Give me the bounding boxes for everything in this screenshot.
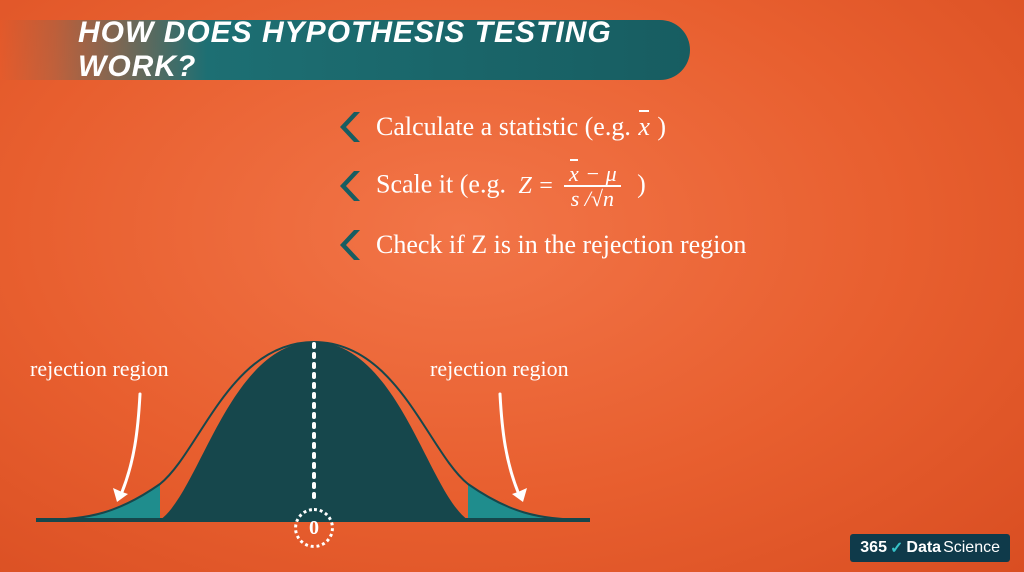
- title-pill: HOW DOES HYPOTHESIS TESTING WORK?: [0, 20, 690, 80]
- bullet-2-text: Scale it (e.g. Z = x − μ s /√n ): [376, 162, 646, 210]
- formula-numerator: x − μ: [564, 162, 621, 185]
- left-tail: [40, 484, 160, 520]
- chevron-icon: [340, 228, 362, 262]
- brand-tick-icon: ✓: [890, 538, 903, 558]
- bell-curve-svg: [30, 302, 590, 542]
- arrow-right-head: [512, 488, 527, 502]
- formula-denominator: s /√n: [567, 187, 618, 210]
- bell-curve-diagram: rejection region rejection region 0: [30, 302, 590, 542]
- bullet-2-post: ): [637, 170, 646, 199]
- arrow-left: [122, 394, 140, 492]
- arrow-left-head: [113, 488, 128, 502]
- xbar-symbol: x: [637, 112, 651, 141]
- arrow-right: [500, 394, 518, 492]
- right-tail: [468, 484, 588, 520]
- chevron-icon: [340, 110, 362, 144]
- brand-word2: Science: [943, 539, 1000, 557]
- bullet-2: Scale it (e.g. Z = x − μ s /√n ): [340, 162, 1000, 210]
- page-title: HOW DOES HYPOTHESIS TESTING WORK?: [78, 16, 690, 84]
- formula-lhs: Z =: [518, 173, 554, 200]
- formula-fraction: x − μ s /√n: [564, 162, 621, 210]
- bullet-list: Calculate a statistic (e.g. x ) Scale it…: [340, 110, 1000, 280]
- brand-word1: Data: [906, 539, 941, 557]
- bullet-3: Check if Z is in the rejection region: [340, 228, 1000, 262]
- bullet-1-pre: Calculate a statistic (e.g.: [376, 112, 637, 141]
- brand-prefix: 365: [860, 539, 887, 557]
- bullet-2-pre: Scale it (e.g.: [376, 170, 512, 199]
- bullet-1-post: ): [657, 112, 666, 141]
- bullet-3-text: Check if Z is in the rejection region: [376, 230, 746, 260]
- zero-marker: 0: [294, 508, 334, 548]
- brand-badge: 365 ✓ DataScience: [850, 534, 1010, 562]
- z-formula: Z = x − μ s /√n: [518, 162, 624, 210]
- bullet-1-text: Calculate a statistic (e.g. x ): [376, 112, 666, 142]
- bullet-1: Calculate a statistic (e.g. x ): [340, 110, 1000, 144]
- chevron-icon: [340, 169, 362, 203]
